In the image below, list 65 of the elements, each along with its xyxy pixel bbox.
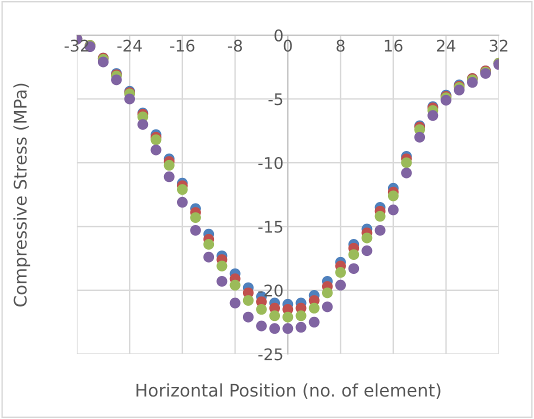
point: [256, 304, 267, 315]
point: [282, 312, 294, 322]
point: [190, 224, 201, 236]
point: [440, 94, 452, 106]
point: [374, 224, 386, 236]
point: [362, 232, 372, 244]
point: [322, 287, 333, 298]
x-tick-label: 0: [284, 40, 292, 52]
point: [242, 312, 254, 322]
point: [362, 245, 372, 256]
point: [335, 280, 346, 291]
point: [348, 263, 360, 274]
point: [308, 316, 320, 328]
point: [296, 322, 306, 333]
point: [203, 252, 214, 262]
x-tick-label: -16: [170, 40, 194, 52]
point: [467, 77, 478, 88]
point: [308, 302, 320, 314]
point: [164, 171, 175, 182]
y-axis-title: Compressive Stress (MPa): [13, 84, 30, 306]
point: [322, 301, 333, 312]
point: [190, 212, 201, 223]
x-tick-label: -24: [117, 40, 142, 52]
x-tick-label: 16: [384, 40, 402, 52]
point: [230, 280, 240, 291]
point: [454, 84, 465, 96]
point: [427, 110, 438, 121]
y-tick-label: -25: [258, 348, 282, 360]
x-axis-title: Horizontal Position (no. of element): [136, 383, 440, 399]
point: [230, 298, 240, 308]
point: [401, 168, 412, 178]
x-tick-label: 8: [336, 40, 345, 52]
point: [98, 56, 109, 68]
y-tick-label: -15: [258, 220, 282, 233]
point: [242, 295, 254, 306]
x-tick-label: 24: [437, 40, 456, 52]
point: [111, 74, 122, 86]
y-tick-label: -10: [258, 156, 283, 170]
point: [282, 323, 294, 334]
point: [176, 196, 188, 208]
y-tick-label: -20: [258, 284, 283, 297]
point: [164, 160, 175, 171]
point: [137, 119, 148, 130]
point: [296, 310, 306, 322]
point: [388, 204, 399, 216]
point: [150, 144, 162, 156]
point: [216, 260, 228, 272]
y-tick-label: -5: [268, 93, 282, 106]
y-tick-label: 0: [274, 29, 283, 42]
point: [176, 184, 188, 195]
point: [269, 310, 280, 322]
point: [124, 94, 136, 104]
point: [348, 249, 360, 260]
point: [374, 210, 386, 222]
point: [388, 190, 399, 202]
point: [414, 132, 426, 143]
point: [335, 267, 346, 278]
point: [401, 157, 412, 168]
point: [150, 134, 162, 146]
x-tick-label: 32: [490, 40, 508, 52]
point: [203, 238, 214, 250]
x-tick-label: -8: [228, 40, 242, 52]
point: [269, 323, 280, 334]
point: [256, 320, 267, 332]
point: [216, 276, 228, 287]
